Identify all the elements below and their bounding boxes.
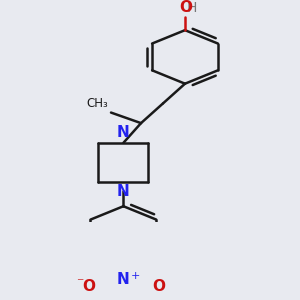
Text: N: N: [117, 184, 130, 200]
Text: N: N: [117, 125, 130, 140]
Text: +: +: [130, 271, 140, 281]
Text: CH₃: CH₃: [86, 97, 108, 110]
Text: ⁻: ⁻: [76, 276, 83, 290]
Text: O: O: [179, 0, 192, 15]
Text: O: O: [152, 279, 165, 294]
Text: H: H: [187, 1, 197, 15]
Text: N: N: [117, 272, 130, 287]
Text: O: O: [82, 279, 95, 294]
